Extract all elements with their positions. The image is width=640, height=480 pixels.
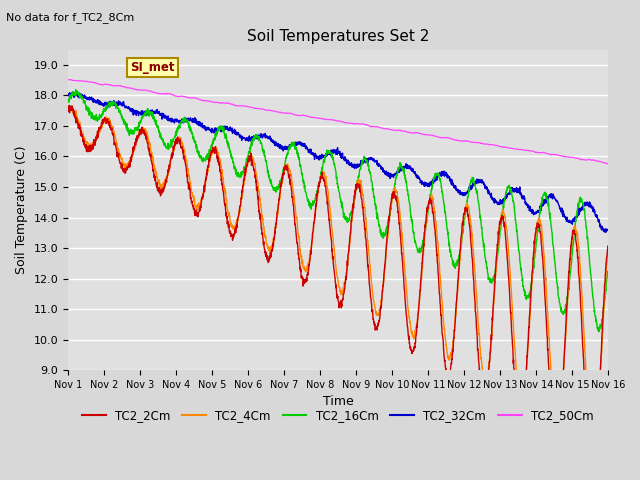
- Y-axis label: Soil Temperature (C): Soil Temperature (C): [15, 145, 28, 274]
- Legend: TC2_2Cm, TC2_4Cm, TC2_16Cm, TC2_32Cm, TC2_50Cm: TC2_2Cm, TC2_4Cm, TC2_16Cm, TC2_32Cm, TC…: [77, 404, 598, 427]
- X-axis label: Time: Time: [323, 396, 353, 408]
- Text: SI_met: SI_met: [130, 60, 175, 73]
- Text: No data for f_TC2_8Cm: No data for f_TC2_8Cm: [6, 12, 134, 23]
- Title: Soil Temperatures Set 2: Soil Temperatures Set 2: [247, 29, 429, 44]
